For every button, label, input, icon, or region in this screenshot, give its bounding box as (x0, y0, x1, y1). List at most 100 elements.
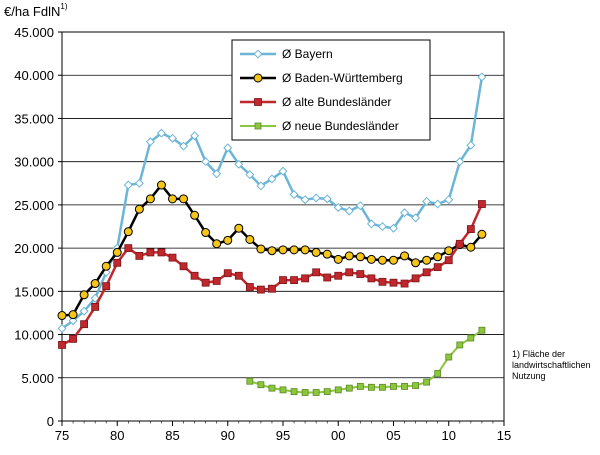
axes: 0 5.000 10.000 15.000 20.000 25.000 30.000 35.0… (14, 25, 511, 443)
x-tick-label: 05 (386, 428, 400, 443)
data-point (366, 254, 376, 264)
data-point (334, 271, 343, 280)
data-point (367, 383, 375, 391)
legend-label: Ø neue Bundesländer (282, 119, 399, 133)
data-point (201, 157, 211, 167)
data-point (101, 261, 111, 271)
data-point (422, 255, 432, 265)
x-tick-label: 15 (497, 428, 511, 443)
data-point (411, 258, 421, 268)
data-point (91, 302, 100, 311)
data-point (234, 271, 243, 280)
data-point (400, 251, 410, 261)
data-point (179, 194, 189, 204)
data-point (201, 228, 211, 238)
footnote: 1) Fläche der landwirtschaftlichen Nutzu… (512, 349, 598, 382)
data-point (267, 174, 277, 184)
data-point (389, 255, 398, 265)
data-point (145, 137, 155, 147)
legend-item: Ø Bayern (240, 47, 333, 61)
data-point (123, 227, 133, 237)
y-tick-label: 25.000 (14, 198, 54, 213)
data-point (389, 278, 398, 287)
data-point (466, 242, 476, 252)
data-point (300, 245, 310, 255)
y-tick-label: 15.000 (14, 284, 54, 299)
data-point (377, 255, 387, 265)
data-point (466, 225, 475, 233)
data-point (112, 247, 122, 257)
data-point (433, 252, 443, 262)
data-point (279, 386, 287, 394)
data-point (212, 277, 221, 285)
data-point (412, 382, 420, 389)
data-point (478, 326, 486, 334)
data-point (411, 213, 421, 223)
footnote-line: Nutzung (512, 371, 546, 381)
data-point (289, 190, 299, 200)
data-point (157, 248, 166, 257)
gridlines (62, 74, 504, 379)
data-point (79, 306, 89, 316)
data-point (345, 384, 353, 392)
data-point (80, 320, 88, 329)
data-point (190, 271, 199, 280)
data-point (278, 245, 288, 255)
data-point (245, 234, 255, 244)
x-tick-label: 85 (165, 428, 179, 443)
data-point (344, 206, 354, 216)
data-point (256, 244, 266, 254)
data-point (377, 221, 387, 232)
data-point (58, 341, 66, 349)
data-point (57, 323, 67, 334)
data-point (279, 276, 287, 284)
data-point (301, 389, 309, 396)
data-point (433, 263, 442, 272)
y-tick-label: 10.000 (14, 328, 54, 343)
legend-item: Ø alte Bundesländer (240, 95, 391, 109)
data-point (234, 223, 244, 233)
data-point (434, 370, 442, 377)
data-point (223, 269, 232, 278)
data-point (367, 274, 376, 283)
data-point (212, 239, 222, 249)
data-point (355, 201, 365, 211)
data-point (278, 166, 288, 176)
data-point (379, 383, 386, 391)
data-point (311, 193, 321, 203)
data-point (135, 251, 144, 260)
data-point (312, 268, 321, 277)
data-point (388, 223, 399, 233)
data-point (433, 199, 443, 209)
data-point (223, 235, 233, 245)
data-point (477, 229, 487, 239)
data-point (411, 274, 420, 283)
data-point (146, 248, 155, 257)
legend-box (231, 39, 431, 141)
data-point (145, 194, 155, 204)
data-point (445, 353, 453, 361)
data-point (167, 133, 178, 143)
data-point (345, 268, 354, 277)
data-point (467, 334, 475, 342)
series-baden-wuerttemberg (57, 180, 487, 321)
data-point (256, 181, 266, 191)
data-point (477, 200, 486, 208)
data-point (90, 293, 100, 303)
series-neue-bundeslaender (246, 326, 486, 396)
data-point (254, 122, 262, 130)
series-line (249, 329, 483, 394)
data-point (322, 249, 332, 259)
data-point (311, 247, 321, 257)
data-point (68, 316, 78, 326)
data-point (79, 290, 89, 300)
y-axis-unit: €/ha FdlN1) (4, 2, 68, 19)
y-tick-label: 40.000 (14, 68, 54, 83)
data-point (190, 210, 200, 220)
legend-label: Ø alte Bundesländer (282, 95, 391, 109)
data-point (257, 381, 265, 389)
data-point (190, 131, 200, 141)
data-point (322, 194, 332, 204)
data-point (456, 341, 464, 349)
